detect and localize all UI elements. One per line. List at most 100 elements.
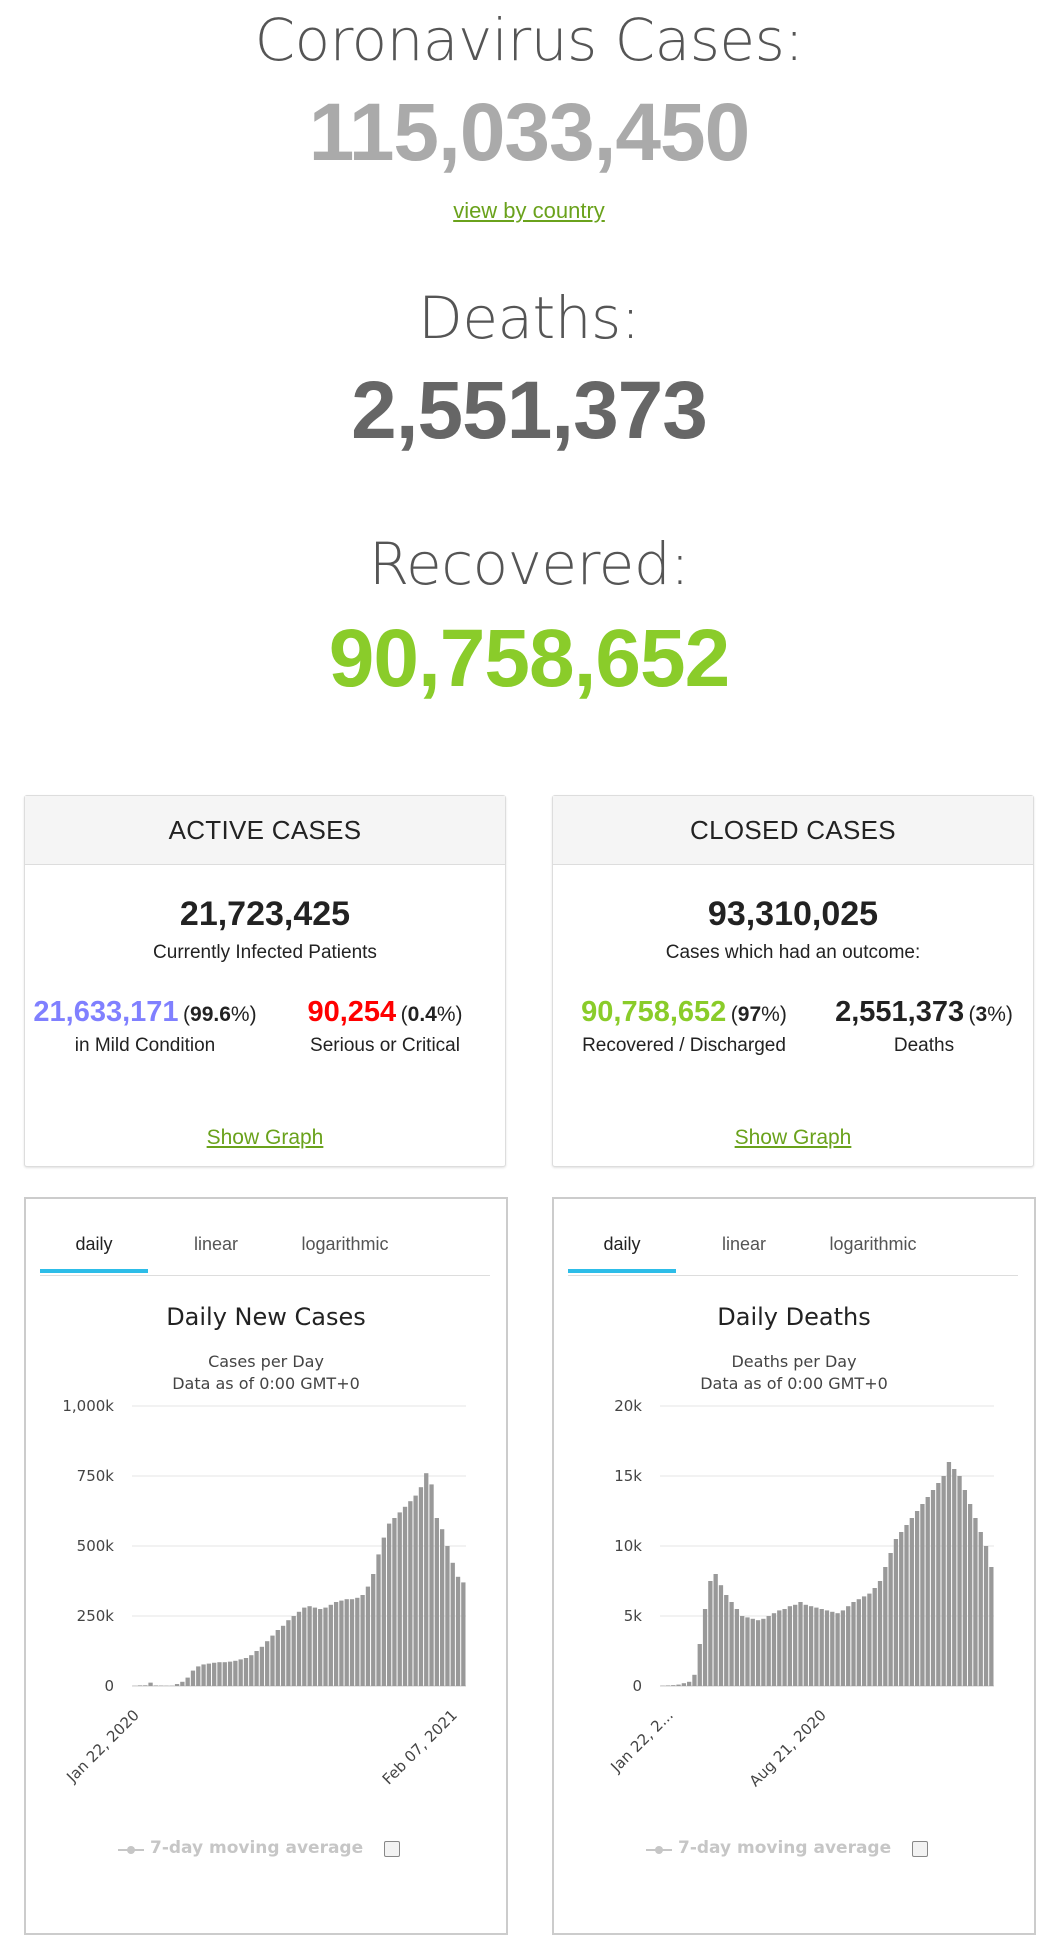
cases-bar[interactable]	[349, 1599, 355, 1686]
deaths-bar[interactable]	[665, 1685, 671, 1686]
cases-bar[interactable]	[275, 1630, 280, 1686]
deaths-bar[interactable]	[936, 1483, 941, 1686]
deaths-legend-label[interactable]: 7-day moving average	[678, 1838, 892, 1858]
cases-bar[interactable]	[307, 1606, 312, 1686]
deaths-bar[interactable]	[676, 1684, 681, 1686]
cases-bar[interactable]	[333, 1602, 339, 1686]
deaths-bar[interactable]	[718, 1585, 724, 1686]
cases-bar[interactable]	[318, 1609, 323, 1686]
deaths-bar[interactable]	[702, 1609, 708, 1686]
cases-bar[interactable]	[254, 1651, 259, 1686]
cases-bar[interactable]	[286, 1620, 291, 1686]
cases-bar[interactable]	[445, 1546, 450, 1686]
cases-bar[interactable]	[418, 1487, 424, 1686]
tab-logarithmic[interactable]: logarithmic	[301, 1234, 389, 1254]
active-show-graph-link[interactable]: Show Graph	[206, 1126, 324, 1149]
deaths-bar[interactable]	[671, 1685, 676, 1686]
cases-moving-average-checkbox[interactable]	[384, 1841, 400, 1857]
deaths-bar[interactable]	[734, 1609, 740, 1686]
deaths-bar[interactable]	[967, 1504, 973, 1686]
deaths-bar[interactable]	[867, 1593, 872, 1686]
closed-show-graph-link[interactable]: Show Graph	[734, 1126, 852, 1149]
deaths-bar[interactable]	[840, 1610, 846, 1686]
deaths-bar[interactable]	[708, 1581, 713, 1686]
deaths-bar[interactable]	[989, 1567, 994, 1686]
deaths-bar[interactable]	[692, 1674, 697, 1686]
cases-bar[interactable]	[148, 1682, 153, 1686]
deaths-bar[interactable]	[713, 1574, 718, 1686]
deaths-bar[interactable]	[973, 1518, 978, 1686]
cases-bar[interactable]	[371, 1574, 376, 1686]
deaths-bar[interactable]	[782, 1609, 787, 1686]
cases-bar[interactable]	[302, 1607, 307, 1686]
cases-bar[interactable]	[259, 1646, 265, 1686]
deaths-bar[interactable]	[771, 1613, 777, 1686]
deaths-bar[interactable]	[745, 1617, 750, 1686]
deaths-bar[interactable]	[798, 1602, 803, 1686]
cases-bar[interactable]	[386, 1523, 392, 1686]
deaths-moving-average-checkbox[interactable]	[912, 1841, 928, 1857]
view-by-country-link[interactable]: view by country	[453, 198, 605, 223]
cases-bar[interactable]	[206, 1663, 212, 1686]
deaths-bar[interactable]	[724, 1595, 729, 1686]
cases-bar[interactable]	[227, 1661, 233, 1686]
cases-bar[interactable]	[413, 1495, 418, 1686]
cases-bar[interactable]	[222, 1662, 227, 1686]
cases-bar[interactable]	[323, 1607, 328, 1686]
cases-bar[interactable]	[365, 1586, 371, 1686]
deaths-bar[interactable]	[899, 1532, 904, 1686]
cases-bar[interactable]	[392, 1518, 397, 1686]
cases-bar[interactable]	[360, 1595, 365, 1686]
cases-bar[interactable]	[143, 1685, 148, 1686]
cases-bar[interactable]	[424, 1473, 429, 1686]
deaths-bar[interactable]	[983, 1546, 989, 1686]
deaths-bar[interactable]	[750, 1618, 755, 1686]
deaths-bar[interactable]	[819, 1609, 824, 1686]
deaths-bar[interactable]	[808, 1606, 814, 1686]
tab-linear[interactable]: linear	[193, 1234, 239, 1254]
deaths-bar[interactable]	[930, 1490, 936, 1686]
deaths-bar[interactable]	[872, 1588, 877, 1686]
cases-bar[interactable]	[243, 1658, 249, 1686]
cases-bar[interactable]	[434, 1518, 439, 1686]
cases-bar[interactable]	[328, 1604, 333, 1686]
deaths-bar[interactable]	[830, 1611, 835, 1686]
deaths-bar[interactable]	[755, 1620, 761, 1686]
cases-bar[interactable]	[270, 1635, 275, 1686]
deaths-bar[interactable]	[851, 1602, 856, 1686]
cases-bar[interactable]	[455, 1576, 461, 1686]
cases-bar[interactable]	[137, 1685, 143, 1686]
deaths-bar[interactable]	[883, 1567, 888, 1686]
cases-bar[interactable]	[280, 1625, 286, 1686]
cases-bar[interactable]	[233, 1660, 238, 1686]
cases-bar[interactable]	[265, 1641, 270, 1686]
cases-bar[interactable]	[196, 1666, 201, 1686]
deaths-bar[interactable]	[681, 1683, 687, 1686]
deaths-bar[interactable]	[946, 1462, 952, 1686]
cases-bar[interactable]	[461, 1582, 466, 1686]
cases-bar[interactable]	[212, 1662, 217, 1686]
cases-bar[interactable]	[217, 1662, 222, 1686]
deaths-bar[interactable]	[861, 1596, 867, 1686]
cases-bar[interactable]	[190, 1670, 196, 1686]
deaths-bar[interactable]	[893, 1539, 899, 1686]
deaths-bar[interactable]	[803, 1604, 808, 1686]
deaths-bar[interactable]	[877, 1581, 883, 1686]
deaths-bar[interactable]	[952, 1469, 957, 1686]
cases-bar[interactable]	[429, 1484, 434, 1686]
tab-linear[interactable]: linear	[721, 1234, 767, 1254]
deaths-bar[interactable]	[787, 1606, 793, 1686]
cases-bar[interactable]	[381, 1537, 386, 1686]
cases-bar[interactable]	[312, 1607, 318, 1686]
deaths-bar[interactable]	[697, 1644, 702, 1686]
cases-bar[interactable]	[249, 1655, 254, 1686]
deaths-bar[interactable]	[914, 1511, 920, 1686]
cases-bar[interactable]	[450, 1562, 455, 1686]
cases-bar[interactable]	[296, 1611, 302, 1686]
cases-bar[interactable]	[397, 1512, 402, 1686]
deaths-bar[interactable]	[888, 1553, 893, 1686]
cases-bar[interactable]	[355, 1597, 360, 1686]
cases-bar[interactable]	[153, 1685, 159, 1686]
deaths-bar[interactable]	[941, 1476, 946, 1686]
deaths-bar[interactable]	[846, 1606, 851, 1686]
